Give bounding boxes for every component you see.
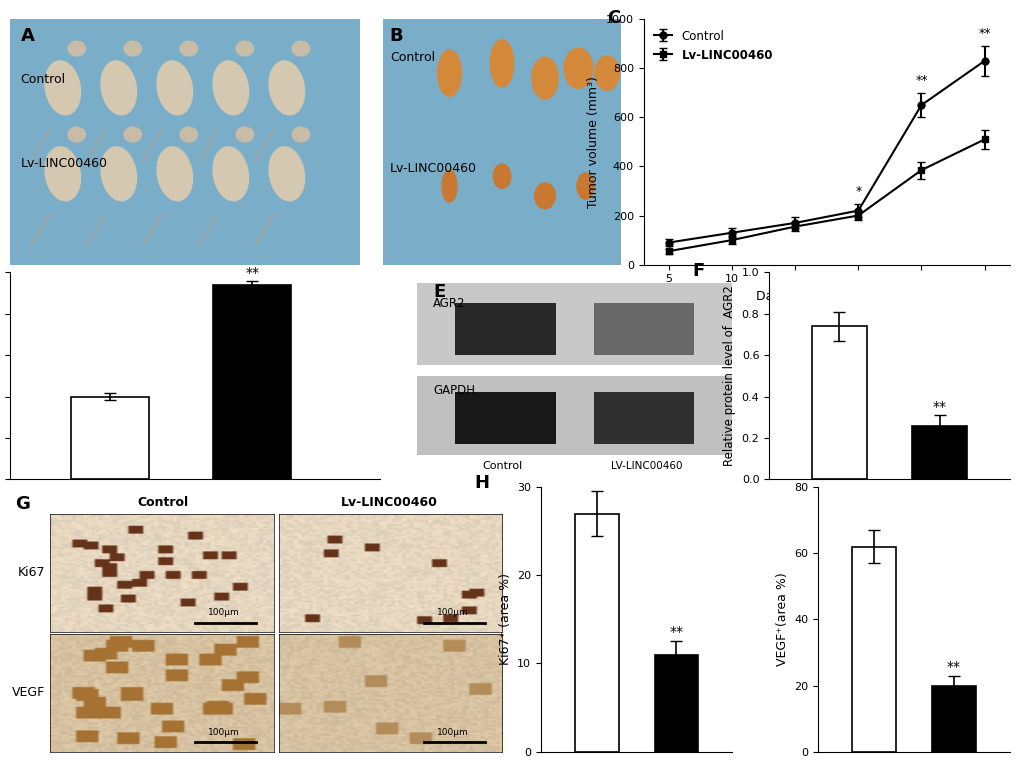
Ellipse shape: [235, 127, 254, 142]
Ellipse shape: [124, 41, 142, 56]
Text: AGR2: AGR2: [433, 297, 466, 310]
Ellipse shape: [437, 50, 461, 97]
Text: H: H: [474, 474, 488, 492]
Text: Lv-LINC00460: Lv-LINC00460: [20, 156, 108, 170]
Ellipse shape: [564, 48, 592, 88]
Bar: [417, 376, 732, 455]
Ellipse shape: [68, 41, 86, 56]
Bar: [213, 285, 291, 479]
Bar: [454, 393, 555, 444]
Bar: [454, 303, 555, 355]
Ellipse shape: [291, 127, 310, 142]
Text: C: C: [606, 9, 620, 28]
Bar: [654, 654, 698, 752]
Text: **: **: [946, 660, 960, 673]
Y-axis label: Relative protein level of  AGR2: Relative protein level of AGR2: [722, 285, 736, 466]
Ellipse shape: [534, 183, 554, 209]
Ellipse shape: [157, 61, 193, 115]
Text: Lv-LINC00460: Lv-LINC00460: [340, 495, 437, 509]
Ellipse shape: [594, 56, 619, 91]
Text: B: B: [389, 27, 404, 44]
Ellipse shape: [213, 147, 249, 201]
Bar: [70, 397, 149, 479]
Bar: [852, 547, 896, 752]
Legend: Control, Lv-LINC00460: Control, Lv-LINC00460: [479, 332, 578, 357]
Ellipse shape: [490, 40, 514, 87]
Ellipse shape: [213, 61, 249, 115]
Text: F: F: [692, 262, 704, 280]
Text: Ki67: Ki67: [18, 566, 46, 579]
Bar: [931, 686, 975, 752]
Text: Lv-LINC00460: Lv-LINC00460: [389, 162, 476, 175]
Text: **: **: [931, 400, 946, 414]
Bar: [417, 282, 732, 365]
Bar: [811, 326, 866, 479]
Text: GAPDH: GAPDH: [433, 384, 475, 397]
Text: VEGF: VEGF: [12, 686, 46, 700]
Ellipse shape: [180, 41, 198, 56]
Ellipse shape: [441, 170, 457, 202]
Text: LV-LINC00460: LV-LINC00460: [610, 461, 683, 471]
Ellipse shape: [45, 147, 81, 201]
X-axis label: Days post transfection: Days post transfection: [755, 290, 897, 303]
Ellipse shape: [235, 41, 254, 56]
Text: G: G: [15, 495, 30, 513]
Y-axis label: Ki67⁺ (area %): Ki67⁺ (area %): [498, 574, 512, 665]
Bar: [911, 426, 966, 479]
Bar: [593, 303, 694, 355]
Ellipse shape: [291, 41, 310, 56]
Text: **: **: [977, 27, 989, 40]
Text: Control: Control: [389, 51, 434, 64]
Ellipse shape: [493, 164, 511, 189]
Text: A: A: [20, 27, 35, 44]
Polygon shape: [10, 19, 360, 265]
Text: E: E: [433, 283, 445, 301]
Ellipse shape: [532, 58, 557, 99]
Legend: Control, Lv-LINC00460: Control, Lv-LINC00460: [649, 25, 776, 67]
Ellipse shape: [269, 147, 305, 201]
Text: 100μm: 100μm: [208, 728, 239, 737]
Text: **: **: [668, 625, 683, 639]
Text: Control: Control: [482, 461, 522, 471]
Text: *: *: [854, 186, 861, 199]
Bar: [575, 514, 619, 752]
Y-axis label: VEGF⁺(area %): VEGF⁺(area %): [775, 572, 789, 667]
Text: **: **: [914, 74, 926, 87]
Ellipse shape: [180, 127, 198, 142]
Ellipse shape: [45, 61, 81, 115]
Ellipse shape: [577, 173, 594, 199]
Ellipse shape: [157, 147, 193, 201]
Text: 100μm: 100μm: [437, 608, 469, 617]
Text: Control: Control: [20, 73, 66, 86]
Text: 100μm: 100μm: [208, 608, 239, 617]
Polygon shape: [382, 19, 621, 265]
Text: Control: Control: [138, 495, 189, 509]
Ellipse shape: [269, 61, 305, 115]
Ellipse shape: [101, 147, 137, 201]
Ellipse shape: [68, 127, 86, 142]
Bar: [593, 393, 694, 444]
Text: **: **: [245, 266, 259, 280]
Y-axis label: Tumor volume (mm³): Tumor volume (mm³): [587, 76, 600, 208]
Ellipse shape: [124, 127, 142, 142]
Ellipse shape: [101, 61, 137, 115]
Text: 100μm: 100μm: [437, 728, 469, 737]
